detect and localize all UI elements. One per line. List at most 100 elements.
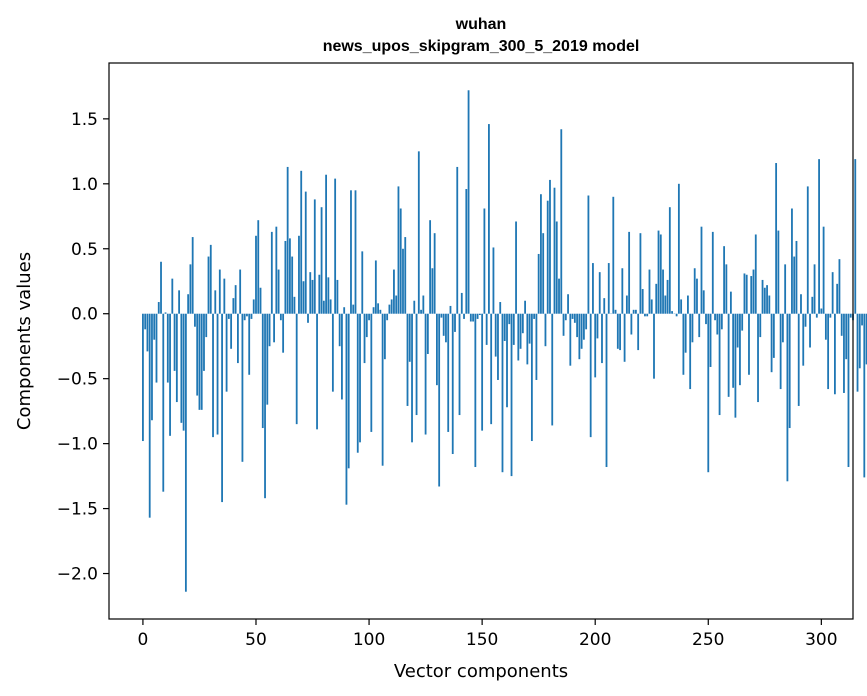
bar	[494, 313, 497, 357]
bar	[302, 281, 305, 314]
bar	[237, 313, 239, 364]
bar	[329, 299, 332, 314]
bar	[752, 269, 755, 314]
bar	[372, 307, 375, 314]
bar	[191, 237, 194, 314]
bar	[485, 313, 488, 345]
bar	[218, 269, 221, 314]
bar	[612, 196, 615, 314]
bar	[562, 313, 565, 336]
bar	[309, 272, 312, 314]
bar	[768, 295, 771, 314]
bar	[422, 295, 425, 314]
bar	[530, 313, 533, 442]
bar	[259, 287, 262, 314]
bar	[822, 226, 825, 314]
bar	[209, 244, 212, 314]
bar	[497, 313, 499, 380]
bar	[248, 313, 251, 375]
bar	[508, 313, 511, 325]
bar	[307, 313, 309, 323]
bar	[639, 233, 642, 314]
bar	[424, 313, 427, 435]
bar	[576, 313, 579, 338]
bar	[856, 313, 859, 392]
bar	[524, 300, 526, 314]
bar	[499, 302, 502, 314]
bar	[157, 302, 160, 314]
bar	[361, 251, 364, 314]
bar	[542, 233, 545, 314]
bar	[843, 313, 845, 393]
bar	[815, 313, 818, 318]
bar	[861, 313, 863, 326]
plot-frame	[108, 62, 854, 620]
bar	[761, 279, 764, 314]
bar	[381, 313, 384, 466]
bar	[596, 313, 599, 339]
bar	[831, 272, 834, 314]
bar	[847, 313, 850, 468]
bar	[666, 279, 669, 314]
bar	[458, 313, 461, 416]
bar	[813, 264, 816, 314]
bar	[684, 313, 687, 353]
bar	[445, 313, 447, 343]
bar	[386, 313, 389, 321]
bar	[759, 313, 762, 338]
bar	[592, 263, 594, 314]
bar	[781, 313, 784, 343]
bar	[818, 159, 820, 314]
bar	[594, 313, 597, 378]
bar	[390, 299, 393, 314]
bar	[659, 234, 662, 314]
bar	[775, 163, 778, 314]
bar	[354, 190, 357, 314]
bar	[180, 313, 183, 423]
bar	[266, 313, 269, 405]
bar	[616, 313, 619, 349]
bar	[463, 313, 465, 319]
bar	[467, 90, 470, 314]
x-tick-label: 50	[245, 630, 267, 650]
bar	[393, 269, 395, 314]
bar	[603, 298, 606, 314]
bar	[797, 313, 800, 406]
bar	[546, 200, 549, 314]
bar	[246, 313, 248, 317]
bar	[289, 238, 291, 314]
bar	[863, 313, 866, 478]
bar	[252, 299, 255, 314]
bar	[657, 230, 660, 314]
bar	[598, 272, 601, 314]
bar	[178, 290, 181, 314]
bar	[454, 313, 456, 332]
bar	[519, 313, 522, 349]
bar	[727, 313, 730, 397]
bar	[214, 290, 217, 314]
bar	[304, 191, 307, 314]
bar	[521, 313, 524, 334]
bar	[544, 313, 547, 347]
chart-title-line2: news_upos_skipgram_300_5_2019 model	[323, 38, 640, 55]
bar	[187, 294, 190, 314]
bar	[720, 313, 723, 330]
bar	[313, 199, 316, 314]
bar	[388, 304, 391, 314]
bar	[440, 313, 443, 318]
bar	[442, 313, 445, 336]
bar	[834, 313, 836, 395]
bar	[635, 309, 637, 314]
bar	[858, 313, 861, 369]
bar	[395, 295, 398, 314]
x-axis-label: Vector components	[394, 661, 568, 682]
bar	[806, 186, 809, 314]
bar	[411, 313, 413, 443]
bar	[169, 313, 171, 436]
bar	[402, 248, 404, 314]
bar	[492, 247, 495, 314]
bar	[413, 300, 416, 314]
bar	[716, 313, 719, 335]
bar	[865, 313, 867, 365]
bar	[469, 313, 472, 322]
